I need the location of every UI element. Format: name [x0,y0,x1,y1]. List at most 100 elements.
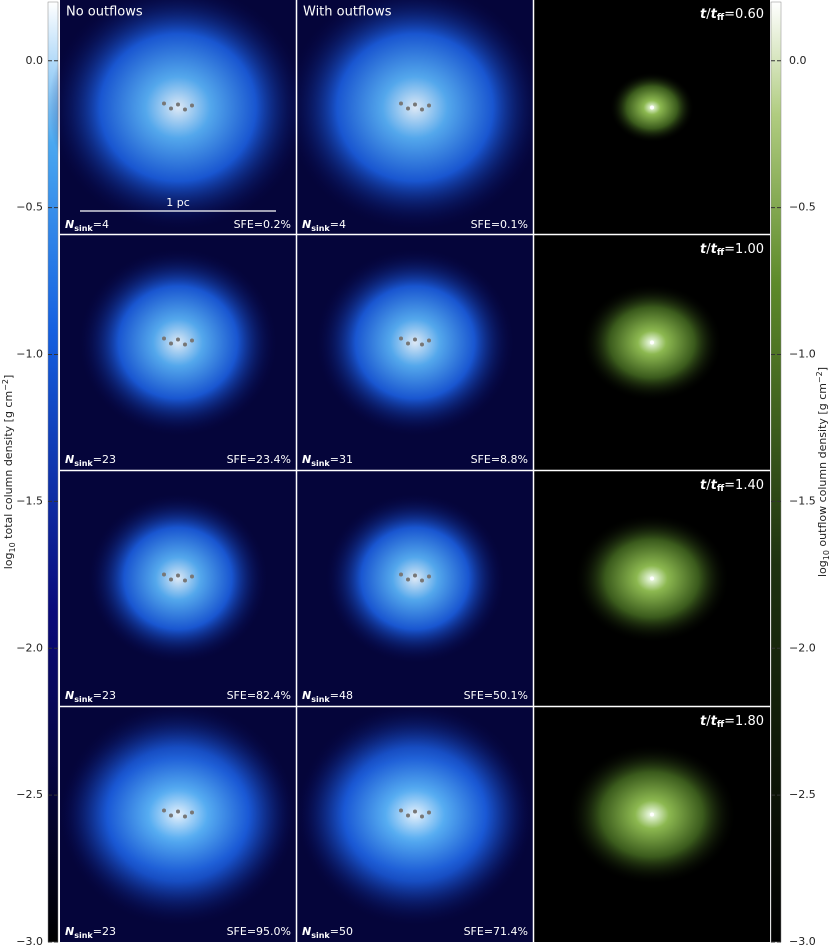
sink-particle [169,341,173,346]
label-log: log [816,560,829,577]
nsink-symbol: N [65,453,74,466]
time-symbol: t [711,242,718,257]
time-symbol: t [700,714,707,729]
sink-particle [183,107,187,112]
gas-cloud [325,493,505,664]
label-log: log [2,553,15,570]
sink-particle [420,107,424,112]
nsink-subscript: sink [311,224,330,233]
sink-particle [399,101,403,106]
sink-particle [176,809,180,814]
time-symbol: t [711,7,718,22]
label-end: ] [2,375,15,379]
nsink-label: Nsink=48 [302,689,353,704]
sink-particle [413,102,417,107]
nsink-subscript: sink [74,931,93,940]
sink-particle [427,810,431,815]
label-base: 10 [822,550,830,560]
time-slash: / [706,478,711,493]
time-value: =0.60 [724,7,764,22]
sink-particle [650,105,654,110]
panel: Nsink=4 SFE=0.1% [285,0,545,235]
time-subscript: ff [717,13,725,23]
sink-particle [399,336,403,341]
time-value: =1.00 [724,242,764,257]
time-symbol: t [711,478,718,493]
label-exp: −2 [815,371,824,383]
sink-particle [427,574,431,579]
sink-particle [176,573,180,578]
time-symbol: t [700,242,707,257]
sink-particle [176,102,180,107]
nsink-subscript: sink [74,459,93,468]
sink-particle [650,812,654,817]
column-title: With outflows [303,5,392,20]
nsink-label: Nsink=23 [65,453,116,468]
time-subscript: ff [717,720,725,730]
panel-grid: Nsink=4 SFE=0.2% Nsink=4 SFE=0.1%t/tff=0.60… [48,0,770,945]
sink-particle [399,808,403,813]
sfe-label: SFE=50.1% [464,689,528,702]
panel: Nsink=23 SFE=23.4% [60,235,296,470]
gas-cloud [285,0,545,231]
colorbar-tick-label: 0.0 [26,54,44,67]
time-slash: / [706,242,711,257]
label-text: total column density [g cm [2,391,15,543]
nsink-symbol: N [302,689,311,702]
nsink-value: =4 [93,218,109,231]
gas-cloud [297,720,533,909]
panel: Nsink=48 SFE=50.1% [297,471,533,706]
nsink-label: Nsink=4 [65,218,109,233]
nsink-value: =31 [330,453,353,466]
label-exp: −2 [1,379,10,391]
colorbar-label: log10 outflow column density [g cm−2] [815,367,830,577]
nsink-label: Nsink=31 [302,453,353,468]
nsink-value: =23 [93,453,116,466]
gas-cloud [88,493,268,664]
sink-particle [427,338,431,343]
colorbar-left [47,1,59,943]
colorbar-right [770,1,782,943]
colorbar-label: log10 total column density [g cm−2] [1,375,17,570]
panel: Nsink=4 SFE=0.2% [48,0,308,235]
sink-particle [650,340,654,345]
nsink-label: Nsink=50 [302,925,353,940]
colorbar-tick-label: −1.5 [789,494,816,507]
time-value: =1.40 [724,478,764,493]
nsink-symbol: N [302,218,311,231]
panel: t/tff=1.00 [534,235,770,470]
time-subscript: ff [717,484,725,494]
gas-cloud [315,248,515,437]
sfe-label: SFE=82.4% [227,689,291,702]
sink-particle [169,106,173,111]
colorbar-tick-label: −3.0 [16,935,43,945]
sink-particle [399,572,403,577]
sink-particle [420,814,424,819]
sink-particle [183,578,187,583]
sink-particle [406,577,410,582]
colorbar-tick-label: −1.0 [789,348,816,361]
nsink-symbol: N [302,453,311,466]
time-subscript: ff [717,248,725,258]
nsink-subscript: sink [311,459,330,468]
nsink-symbol: N [65,689,74,702]
time-symbol: t [700,7,707,22]
colorbar-tick-label: −2.0 [789,641,816,654]
sink-particle [190,574,194,579]
nsink-value: =4 [330,218,346,231]
sink-particle [413,337,417,342]
gas-cloud [60,720,296,909]
colorbar-tick-label: −0.5 [789,201,816,214]
sink-particle [420,342,424,347]
sink-particle [190,810,194,815]
label-text: outflow column density [g cm [816,383,829,550]
gas-cloud [78,248,278,437]
label-end: ] [816,367,829,371]
time-slash: / [706,7,711,22]
sfe-label: SFE=71.4% [464,925,528,938]
scale-bar-label: 1 pc [166,196,190,209]
nsink-label: Nsink=23 [65,925,116,940]
nsink-value: =50 [330,925,353,938]
colorbar-tick-label: 0.0 [789,54,807,67]
